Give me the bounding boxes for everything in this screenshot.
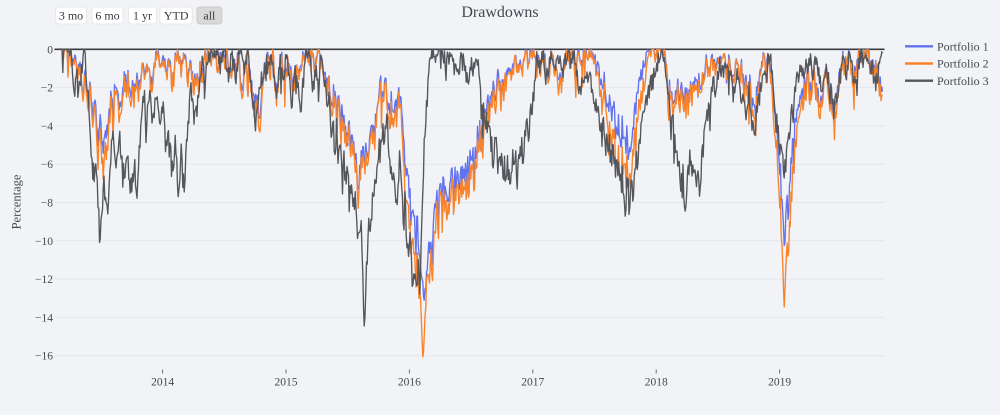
svg-text:−6: −6 bbox=[41, 159, 53, 171]
svg-text:Portfolio 1: Portfolio 1 bbox=[937, 40, 989, 54]
svg-text:−4: −4 bbox=[41, 121, 53, 133]
svg-text:Percentage: Percentage bbox=[10, 174, 24, 229]
svg-text:Portfolio 3: Portfolio 3 bbox=[937, 74, 989, 88]
svg-text:2015: 2015 bbox=[275, 377, 298, 389]
svg-text:6 mo: 6 mo bbox=[95, 9, 119, 23]
svg-text:2017: 2017 bbox=[521, 377, 544, 389]
svg-text:2018: 2018 bbox=[645, 377, 668, 389]
svg-text:−8: −8 bbox=[41, 198, 53, 210]
svg-text:0: 0 bbox=[47, 44, 53, 56]
svg-text:−12: −12 bbox=[35, 274, 53, 286]
svg-text:3 mo: 3 mo bbox=[59, 9, 83, 23]
svg-text:−10: −10 bbox=[35, 236, 53, 248]
svg-text:2019: 2019 bbox=[768, 377, 791, 389]
svg-text:−16: −16 bbox=[35, 351, 53, 363]
svg-text:Drawdowns: Drawdowns bbox=[461, 4, 538, 21]
svg-text:−2: −2 bbox=[41, 83, 53, 95]
svg-text:2014: 2014 bbox=[151, 377, 174, 389]
svg-text:2016: 2016 bbox=[398, 377, 421, 389]
svg-text:Portfolio 2: Portfolio 2 bbox=[937, 57, 989, 71]
svg-text:1 yr: 1 yr bbox=[133, 9, 152, 23]
svg-text:YTD: YTD bbox=[164, 9, 189, 23]
svg-text:all: all bbox=[203, 9, 216, 23]
svg-text:−14: −14 bbox=[35, 312, 53, 324]
